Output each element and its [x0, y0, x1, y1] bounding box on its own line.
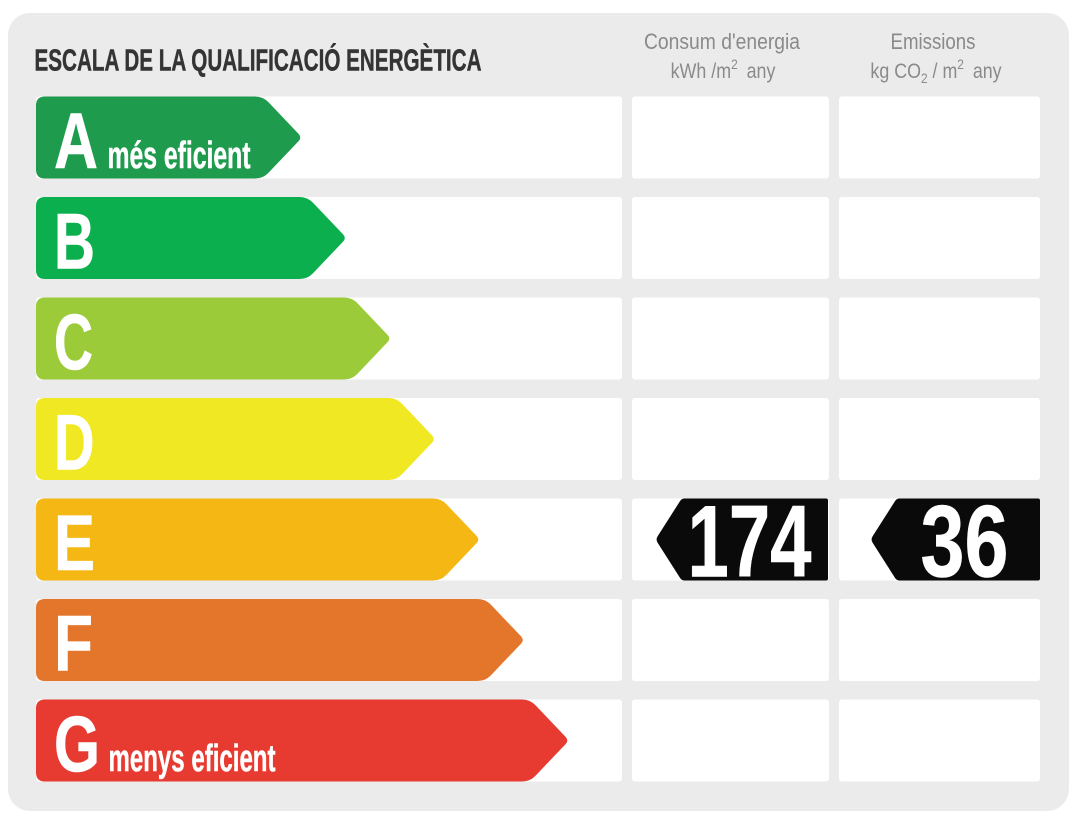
svg-text:F: F	[54, 600, 93, 688]
svg-text:Consum d'energia: Consum d'energia	[644, 29, 801, 54]
svg-text:G: G	[54, 700, 100, 788]
svg-text:kWh /m2 any: kWh /m2 any	[671, 56, 776, 83]
svg-text:C: C	[54, 298, 93, 386]
svg-text:menys eficient: menys eficient	[109, 738, 276, 780]
svg-text:E: E	[54, 499, 95, 587]
svg-text:A: A	[54, 97, 98, 185]
svg-text:Emissions: Emissions	[891, 29, 976, 54]
svg-text:ESCALA DE LA QUALIFICACIÓ ENER: ESCALA DE LA QUALIFICACIÓ ENERGÈTICA	[35, 42, 482, 78]
svg-text:més eficient: més eficient	[108, 135, 251, 177]
svg-text:174: 174	[688, 485, 812, 599]
svg-text:B: B	[54, 198, 95, 286]
svg-text:36: 36	[921, 485, 1009, 599]
svg-text:kg CO2 / m2 any: kg CO2 / m2 any	[870, 56, 1001, 86]
svg-text:D: D	[54, 399, 95, 487]
